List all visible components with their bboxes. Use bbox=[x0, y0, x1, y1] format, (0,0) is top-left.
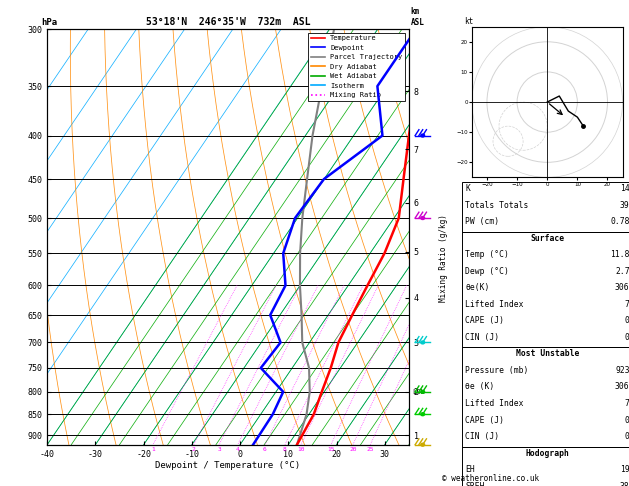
Text: 1: 1 bbox=[151, 447, 155, 451]
Text: 6: 6 bbox=[263, 447, 267, 451]
Text: Hodograph: Hodograph bbox=[525, 449, 569, 458]
Text: θe (K): θe (K) bbox=[465, 382, 495, 392]
Text: Lifted Index: Lifted Index bbox=[465, 399, 524, 408]
Text: 39: 39 bbox=[620, 201, 629, 210]
Text: EH: EH bbox=[465, 465, 476, 474]
Text: 306: 306 bbox=[615, 382, 629, 392]
Text: 4: 4 bbox=[236, 447, 240, 451]
Text: 11.8: 11.8 bbox=[610, 250, 629, 260]
Text: 19: 19 bbox=[620, 465, 629, 474]
Text: 923: 923 bbox=[615, 366, 629, 375]
Text: PW (cm): PW (cm) bbox=[465, 217, 499, 226]
Text: CAPE (J): CAPE (J) bbox=[465, 416, 504, 425]
Text: Temp (°C): Temp (°C) bbox=[465, 250, 509, 260]
Text: SREH: SREH bbox=[465, 482, 485, 486]
Text: LCL: LCL bbox=[413, 389, 425, 395]
Text: Most Unstable: Most Unstable bbox=[516, 349, 579, 359]
Text: 0: 0 bbox=[625, 333, 629, 342]
Text: 7: 7 bbox=[625, 300, 629, 309]
Text: 25: 25 bbox=[367, 447, 374, 451]
Text: 306: 306 bbox=[615, 283, 629, 293]
Legend: Temperature, Dewpoint, Parcel Trajectory, Dry Adiabat, Wet Adiabat, Isotherm, Mi: Temperature, Dewpoint, Parcel Trajectory… bbox=[308, 33, 405, 101]
Text: Lifted Index: Lifted Index bbox=[465, 300, 524, 309]
Text: CAPE (J): CAPE (J) bbox=[465, 316, 504, 326]
Text: © weatheronline.co.uk: © weatheronline.co.uk bbox=[442, 474, 539, 483]
Text: kt: kt bbox=[464, 17, 474, 26]
Text: Pressure (mb): Pressure (mb) bbox=[465, 366, 529, 375]
Text: Mixing Ratio (g/kg): Mixing Ratio (g/kg) bbox=[439, 214, 448, 302]
Text: Surface: Surface bbox=[530, 234, 564, 243]
Text: Dewp (°C): Dewp (°C) bbox=[465, 267, 509, 276]
Text: 3: 3 bbox=[217, 447, 221, 451]
Title: 53°18'N  246°35'W  732m  ASL: 53°18'N 246°35'W 732m ASL bbox=[146, 17, 310, 27]
Text: Totals Totals: Totals Totals bbox=[465, 201, 529, 210]
X-axis label: Dewpoint / Temperature (°C): Dewpoint / Temperature (°C) bbox=[155, 461, 301, 470]
Text: 7: 7 bbox=[625, 399, 629, 408]
Text: CIN (J): CIN (J) bbox=[465, 333, 499, 342]
Text: 15: 15 bbox=[327, 447, 335, 451]
Text: 0: 0 bbox=[625, 432, 629, 441]
Text: 20: 20 bbox=[349, 447, 357, 451]
Text: θe(K): θe(K) bbox=[465, 283, 490, 293]
Text: 14: 14 bbox=[620, 184, 629, 193]
Text: 2: 2 bbox=[192, 447, 196, 451]
Text: 0: 0 bbox=[625, 316, 629, 326]
Text: hPa: hPa bbox=[41, 17, 57, 27]
Text: CIN (J): CIN (J) bbox=[465, 432, 499, 441]
Text: 0: 0 bbox=[625, 416, 629, 425]
Text: 0.78: 0.78 bbox=[610, 217, 629, 226]
Text: 2.7: 2.7 bbox=[615, 267, 629, 276]
Text: km
ASL: km ASL bbox=[411, 7, 425, 27]
Text: K: K bbox=[465, 184, 470, 193]
Text: 8: 8 bbox=[283, 447, 287, 451]
Text: 38: 38 bbox=[620, 482, 629, 486]
Text: 10: 10 bbox=[298, 447, 304, 451]
